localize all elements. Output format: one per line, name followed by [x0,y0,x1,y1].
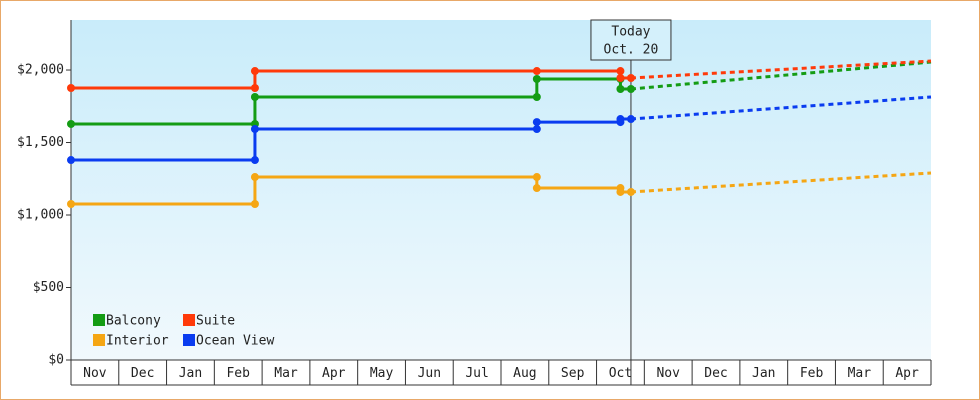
marker [616,115,625,124]
marker [250,156,259,165]
x-tick-label: Jun [418,366,441,381]
legend-swatch [183,314,195,326]
marker [532,173,541,182]
marker [250,125,259,134]
plot-area [71,20,931,360]
y-tick-label: $1,000 [17,208,64,223]
x-tick-label: Dec [704,366,727,381]
marker [67,199,75,208]
x-tick-label: Jan [752,366,775,381]
y-tick-label: $2,000 [17,63,64,78]
today-label: Today [611,25,650,40]
marker [616,85,625,94]
legend-label: Suite [196,314,235,329]
legend-label: Ocean View [196,334,274,349]
marker [250,84,259,92]
marker [532,184,541,193]
x-tick-label: Nov [656,366,680,381]
marker [67,84,75,92]
legend-swatch [93,314,105,326]
marker [616,73,625,82]
x-tick-label: Apr [322,366,346,381]
legend-swatch [183,334,195,346]
marker [67,119,75,128]
legend-swatch [93,334,105,346]
x-tick-label: Aug [513,366,536,381]
marker [250,199,259,208]
today-label: Oct. 20 [604,43,659,58]
x-tick-label: Dec [131,366,154,381]
marker [626,187,635,196]
legend-label: Interior [106,334,169,349]
x-tick-label: Oct [609,366,632,381]
y-tick-label: $0 [48,353,64,368]
marker [67,156,75,165]
x-tick-label: Nov [83,366,107,381]
x-tick-label: Sep [561,366,585,381]
y-tick-label: $1,500 [17,135,64,150]
x-tick-label: Apr [895,366,919,381]
x-tick-label: May [370,366,394,381]
x-tick-label: Feb [800,366,824,381]
marker [626,85,635,94]
marker [626,73,635,82]
today-box [590,19,672,61]
marker [250,67,259,76]
y-tick-label: $500 [33,280,64,295]
marker [532,125,541,134]
x-tick-label: Mar [274,366,298,381]
marker [616,187,625,196]
marker [532,92,541,101]
marker [626,115,635,124]
marker [616,67,625,76]
x-tick-label: Feb [226,366,250,381]
marker [532,67,541,76]
marker [250,92,259,101]
x-tick-label: Jul [465,366,488,381]
marker [250,173,259,182]
marker [532,75,541,84]
x-tick-label: Mar [848,366,872,381]
marker [532,118,541,127]
x-tick-label: Jan [179,366,202,381]
legend-label: Balcony [106,314,161,329]
